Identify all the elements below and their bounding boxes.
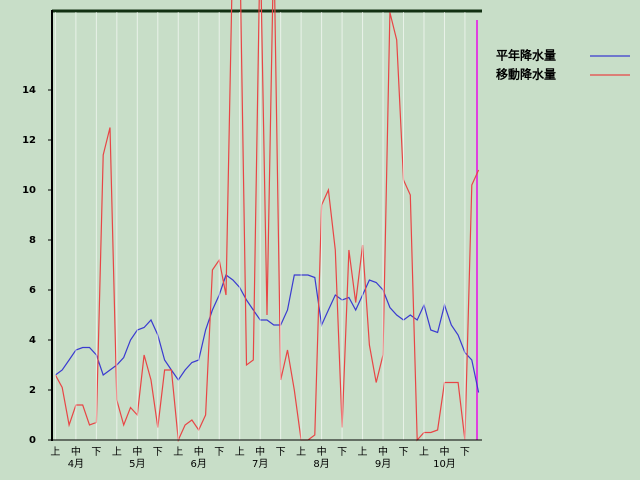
x-tick-label: 中 — [378, 445, 388, 458]
x-tick-label: 中 — [132, 445, 142, 458]
y-tick-label: 6 — [29, 285, 36, 296]
legend-label: 平年降水量 — [496, 48, 556, 63]
x-tick-label: 下 — [276, 447, 286, 458]
month-label: 9月 — [375, 458, 391, 470]
x-tick-label: 中 — [194, 445, 204, 458]
legend-label: 移動降水量 — [496, 67, 556, 82]
x-tick-label: 下 — [337, 447, 347, 458]
x-tick-label: 上 — [419, 446, 429, 458]
x-tick-label: 中 — [439, 445, 449, 458]
x-tick-label: 中 — [255, 445, 265, 458]
x-tick-label: 下 — [460, 447, 470, 458]
x-tick-label: 上 — [173, 446, 183, 458]
month-label: 8月 — [313, 458, 329, 470]
x-tick-label: 中 — [317, 445, 327, 458]
month-label: 5月 — [129, 458, 145, 470]
x-tick-label: 下 — [91, 447, 101, 458]
y-tick-label: 10 — [22, 185, 36, 196]
x-tick-label: 下 — [214, 447, 224, 458]
series-line — [54, 0, 480, 442]
x-tick-label: 上 — [235, 446, 245, 458]
x-tick-label: 下 — [153, 447, 163, 458]
y-tick-label: 12 — [22, 135, 36, 146]
x-tick-label: 上 — [112, 446, 122, 458]
plot-area — [54, 0, 480, 442]
month-label: 10月 — [433, 458, 456, 470]
x-tick-label: 中 — [71, 445, 81, 458]
y-tick-label: 8 — [29, 235, 36, 246]
series-line — [55, 274, 480, 393]
month-label: 7月 — [252, 458, 268, 470]
y-tick-label: 14 — [22, 85, 36, 96]
x-tick-label: 上 — [358, 446, 368, 458]
y-tick-label: 0 — [29, 435, 36, 446]
y-tick-label: 4 — [29, 335, 36, 346]
month-label: 4月 — [68, 458, 84, 470]
x-tick-label: 上 — [50, 446, 60, 458]
y-tick-label: 2 — [29, 385, 36, 396]
month-label: 6月 — [191, 458, 207, 470]
x-tick-label: 下 — [399, 447, 409, 458]
x-tick-label: 上 — [296, 446, 306, 458]
